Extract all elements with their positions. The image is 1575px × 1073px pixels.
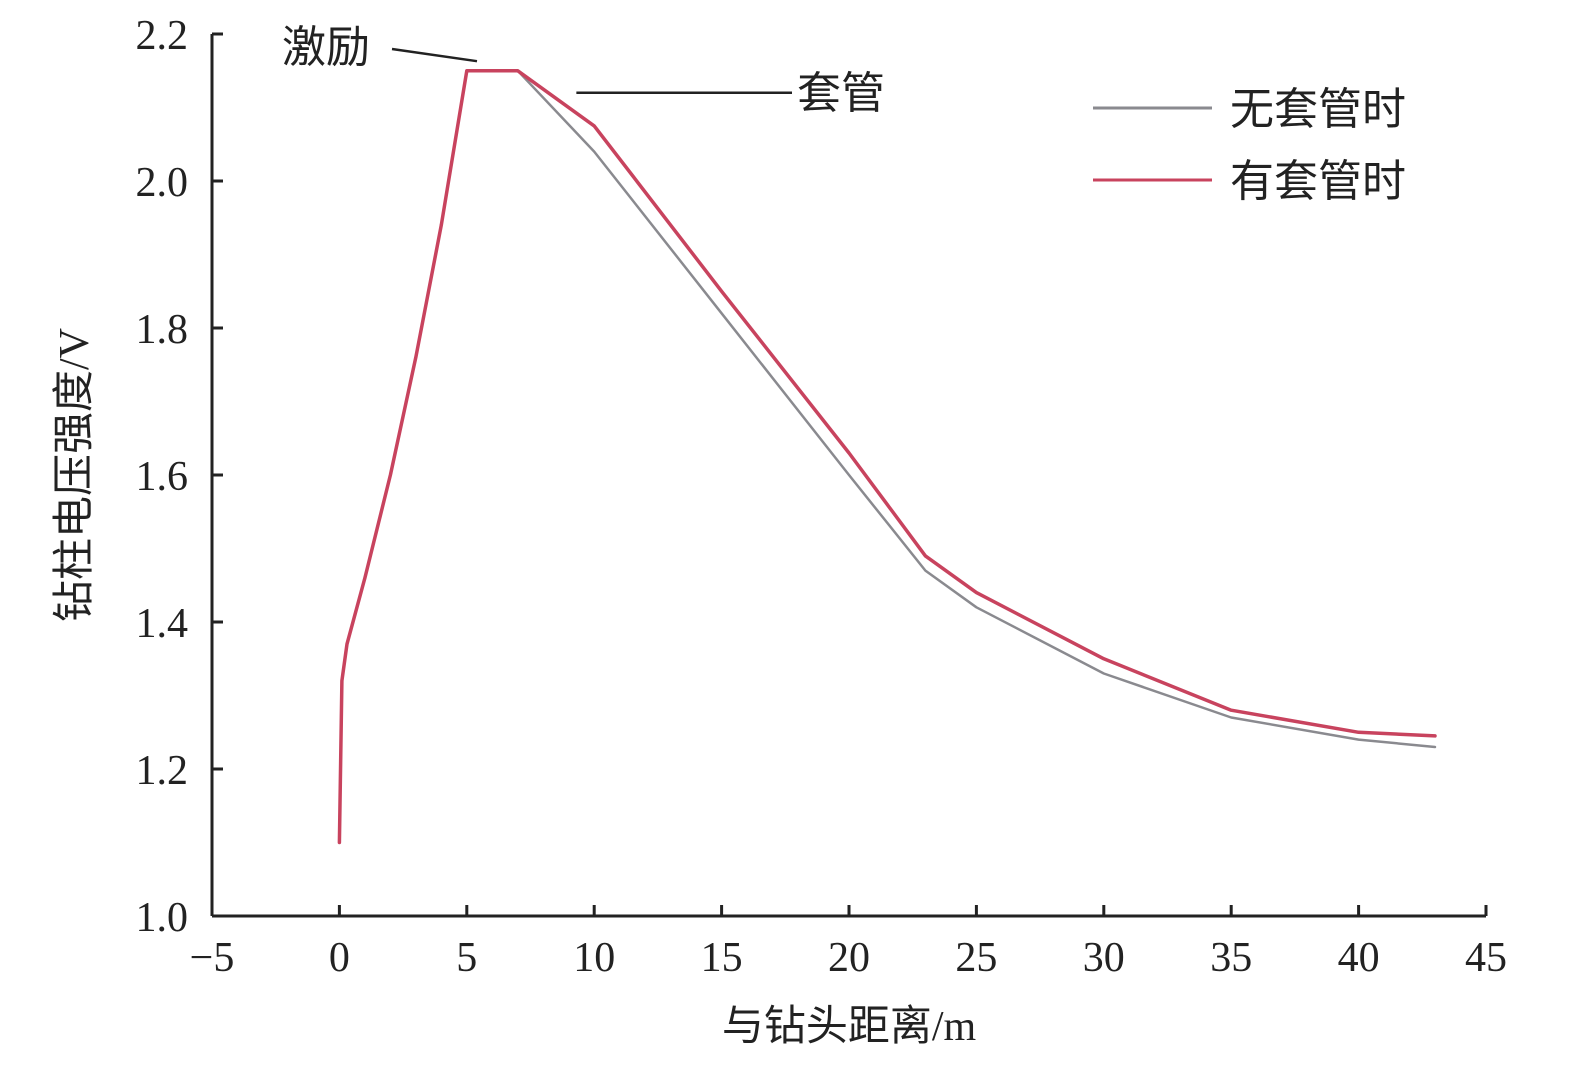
x-tick-label: 45 xyxy=(1465,935,1507,981)
annotation-label-0: 激励 xyxy=(282,23,370,72)
legend-label-0: 无套管时 xyxy=(1230,85,1406,134)
x-tick-label: 30 xyxy=(1083,935,1125,981)
legend-label-1: 有套管时 xyxy=(1230,157,1406,206)
y-axis-title: 钻柱电压强度/V xyxy=(52,328,98,622)
y-tick-label: 1.2 xyxy=(136,748,189,794)
y-tick-label: 1.4 xyxy=(136,601,189,647)
ticks: −5 0 5 10 15 20 25 30 35 40 45 1.0 1.2 1.4 1.6 1.8 2.0 2.… xyxy=(136,13,1508,981)
y-tick-label: 2.2 xyxy=(136,13,189,59)
x-tick-label: 20 xyxy=(828,935,870,981)
x-tick-label: 35 xyxy=(1210,935,1252,981)
y-tick-label: 1.8 xyxy=(136,307,189,353)
series-lines xyxy=(337,69,1437,845)
y-tick-label: 1.6 xyxy=(136,454,189,500)
x-tick-label: 40 xyxy=(1338,935,1380,981)
annotation-label-1: 套管 xyxy=(797,69,885,118)
x-tick-label: 15 xyxy=(701,935,743,981)
y-tick-label: 2.0 xyxy=(136,160,189,206)
y-tick-label: 1.0 xyxy=(136,895,189,941)
x-tick-label: 10 xyxy=(573,935,615,981)
annotation-leader-0 xyxy=(391,47,478,63)
x-tick-label: −5 xyxy=(190,935,235,981)
x-tick-label: 0 xyxy=(329,935,350,981)
x-axis-title: 与钻头距离/m xyxy=(722,1003,977,1050)
x-tick-label: 5 xyxy=(456,935,477,981)
series-line-1 xyxy=(337,69,1437,845)
x-tick-label: 25 xyxy=(955,935,997,981)
